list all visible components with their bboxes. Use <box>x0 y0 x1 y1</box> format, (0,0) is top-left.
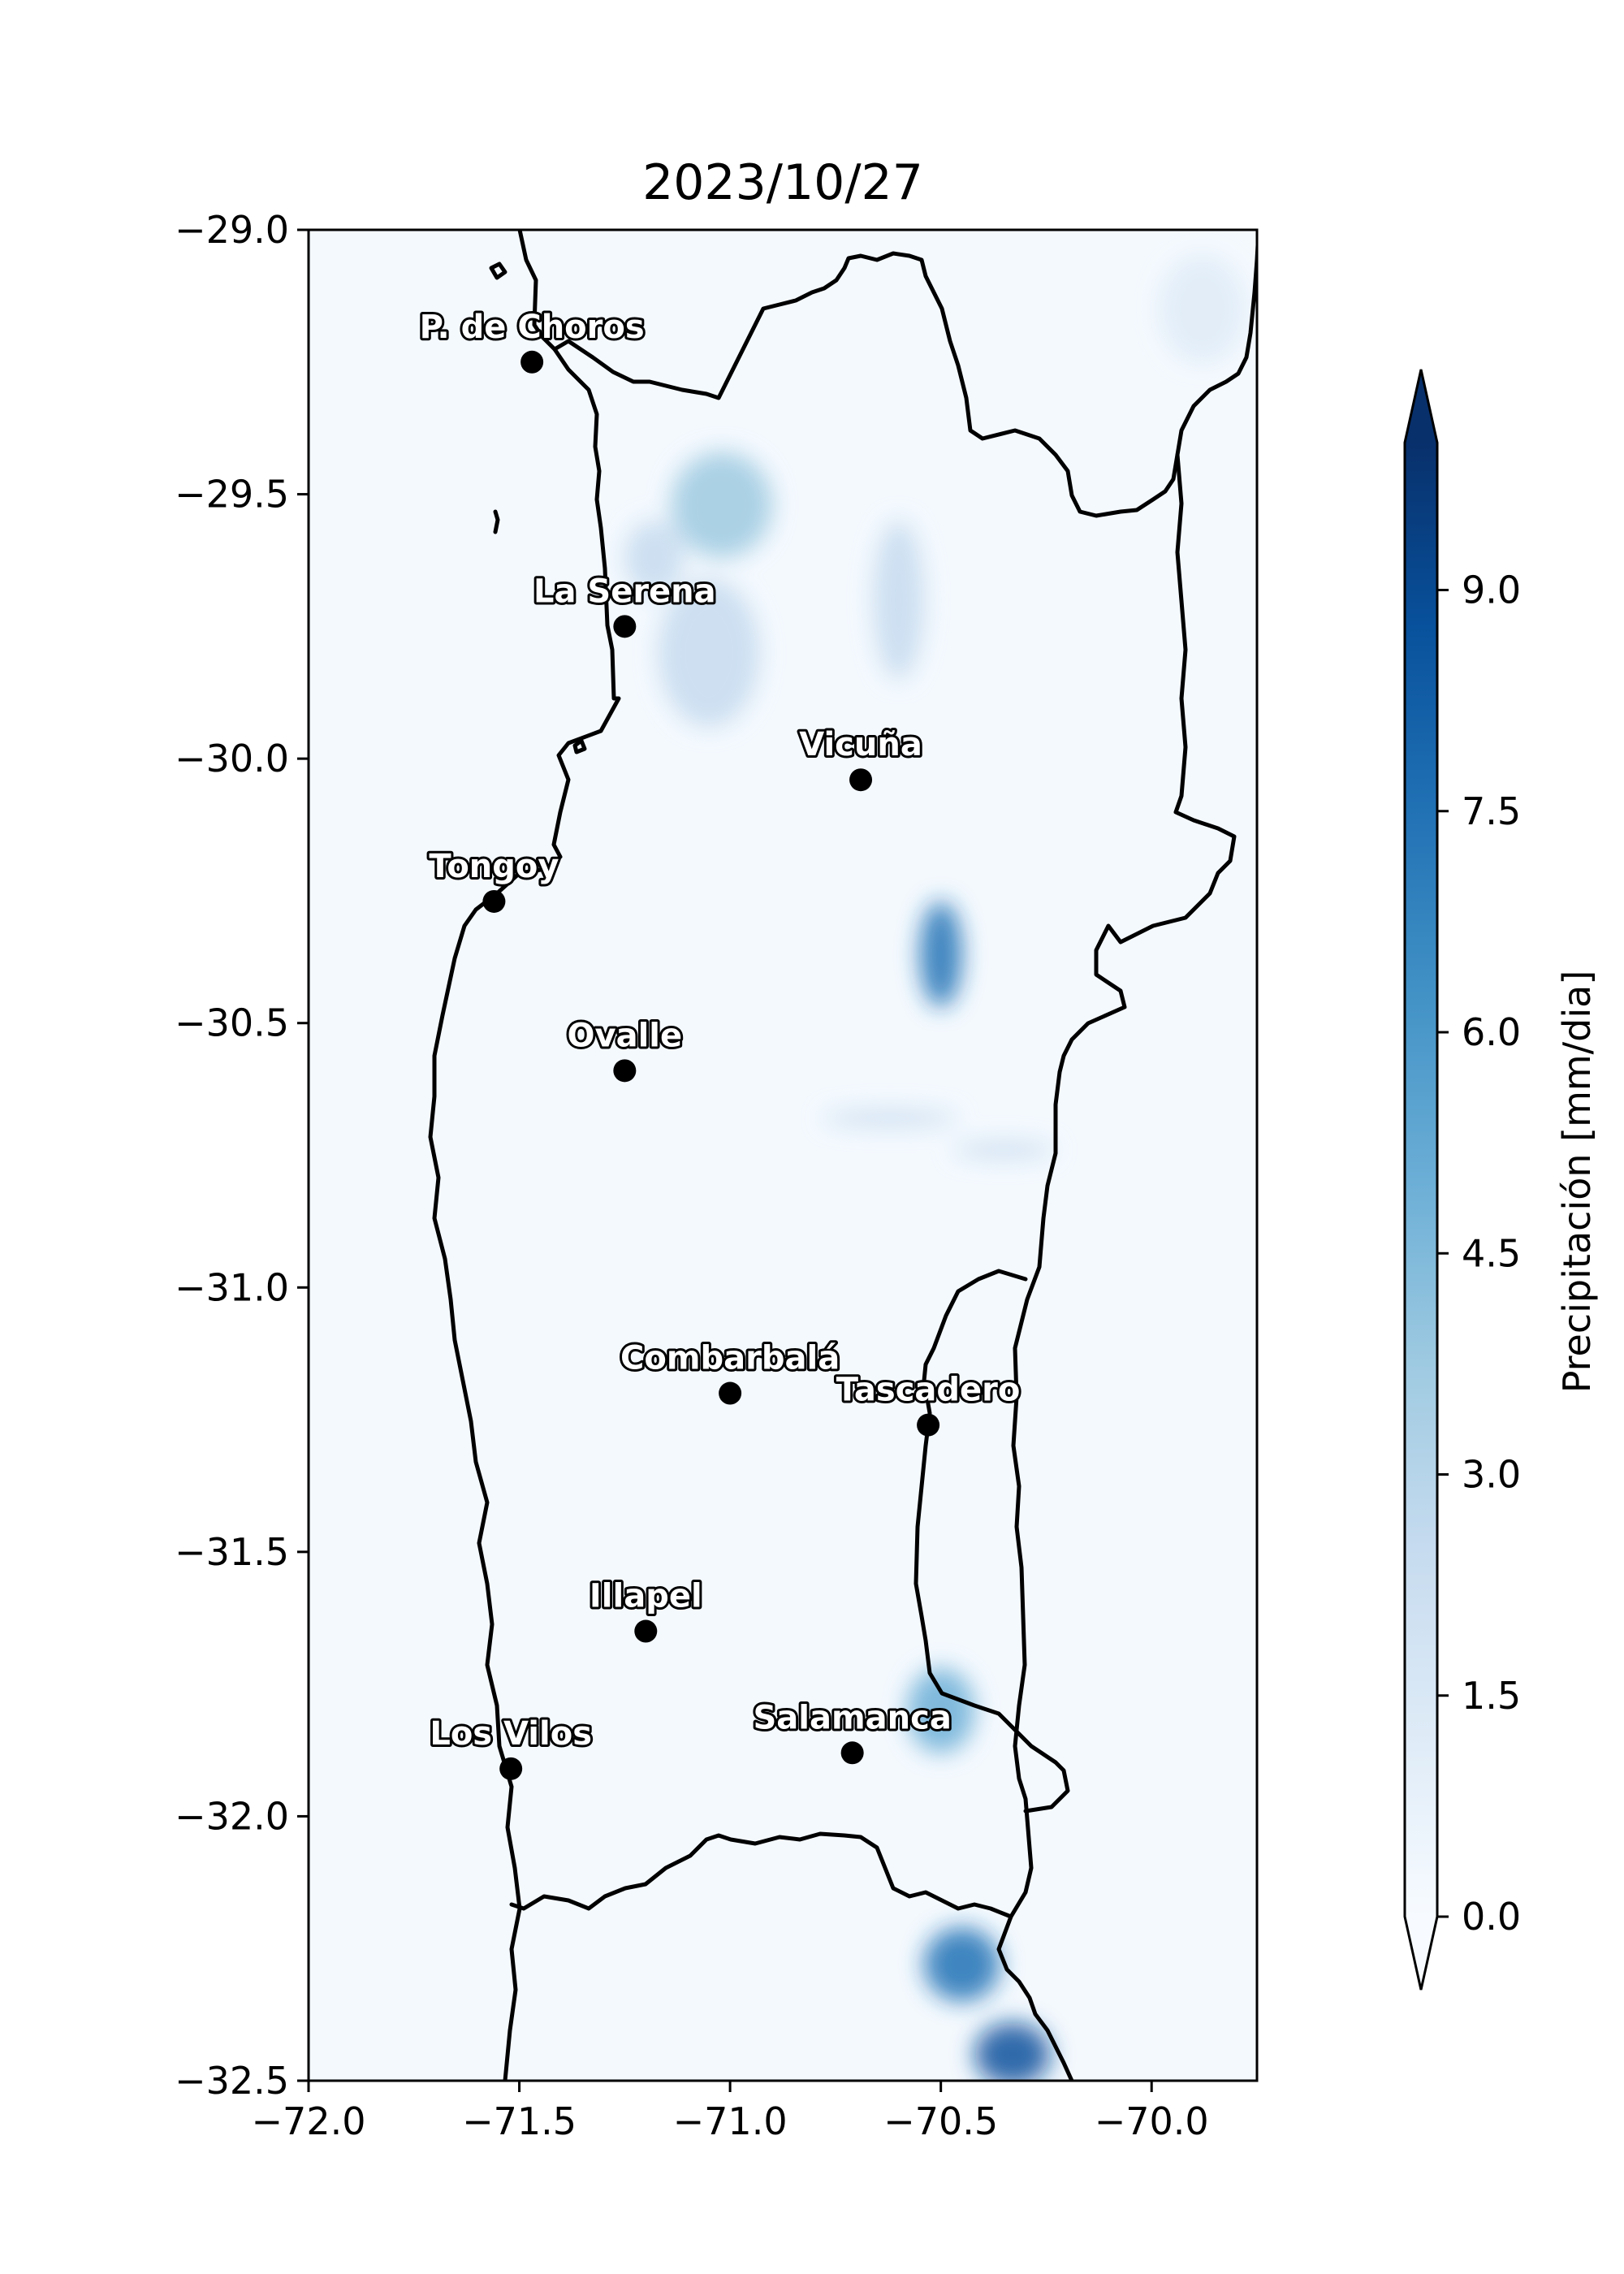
y-tick-label: −31.0 <box>175 1265 289 1309</box>
y-axis: −29.0 −29.5 −30.0 −30.5 −31.0 −31.5 −32.0 −32.5 <box>175 208 309 2103</box>
city-label-ovalle: Ovalle <box>568 1017 683 1054</box>
precipitation-field <box>624 256 1245 2081</box>
map-background <box>309 230 1257 2081</box>
colorbar-label: Precipitación [mm/dia] <box>1555 971 1599 1394</box>
city-label-los-vilos: Los Vilos <box>430 1715 592 1753</box>
x-axis: −72.0 −71.5 −71.0 −70.5 −70.0 <box>252 2081 1209 2143</box>
colorbar-extend-min <box>1405 1917 1437 1990</box>
colorbar-tick-label: 0.0 <box>1462 1895 1521 1939</box>
city-marker-ovalle <box>613 1059 637 1083</box>
colorbar: 0.0 1.5 3.0 4.5 6.0 7.5 9.0 Precipitación [mm/… <box>1403 369 1599 1991</box>
x-tick-label: −70.0 <box>1095 2099 1209 2143</box>
city-marker-tongoy <box>482 889 506 913</box>
city-marker-los-vilos <box>499 1757 523 1780</box>
colorbar-tick-label: 3.0 <box>1462 1453 1521 1497</box>
cities: P. de Choros La Serena Vicuña Tongoy Ovalle C… <box>417 306 1022 1780</box>
coastal-rock <box>572 738 587 754</box>
precip-cell-8 <box>923 1927 1000 2002</box>
colorbar-tick-label: 1.5 <box>1462 1674 1521 1718</box>
x-tick-label: −72.0 <box>252 2099 366 2143</box>
city-marker-salamanca <box>840 1741 864 1765</box>
city-marker-vicuna <box>849 768 873 792</box>
precip-cell-6 <box>953 1142 1055 1158</box>
precip-cell-5 <box>823 1110 958 1126</box>
precip-cell-0 <box>671 452 773 558</box>
city-label-salamanca: Salamanca <box>753 1699 951 1736</box>
precip-cell-10 <box>1160 256 1245 362</box>
island-isla-damas <box>489 262 508 280</box>
city-label-combarbala: Combarbalá <box>620 1340 840 1377</box>
colorbar-body <box>1405 443 1437 1917</box>
map-frame <box>307 228 1259 2082</box>
regional-border-south <box>509 1831 1013 1919</box>
precip-cell-3 <box>873 521 924 680</box>
tascadero-valley-border <box>914 1269 1070 1814</box>
city-label-vicuna: Vicuña <box>799 726 922 763</box>
y-tick-label: −30.0 <box>175 737 289 780</box>
city-label-p-de-choros: P. de Choros <box>420 309 645 346</box>
city-marker-la-serena <box>613 615 637 638</box>
colorbar-ticks: 0.0 1.5 3.0 4.5 6.0 7.5 9.0 <box>1437 568 1521 1939</box>
city-marker-tascadero <box>917 1413 940 1437</box>
city-marker-p-de-choros <box>520 350 544 374</box>
precip-cell-1 <box>624 521 685 595</box>
international-border <box>996 452 1237 2081</box>
city-label-tongoy: Tongoy <box>429 848 559 885</box>
regional-border-north <box>552 230 1257 518</box>
island-chungungo <box>493 509 500 534</box>
x-tick-label: −71.0 <box>673 2099 788 2143</box>
city-label-la-serena: La Serena <box>533 573 716 610</box>
colorbar-tick-label: 7.5 <box>1462 789 1521 833</box>
y-tick-label: −32.0 <box>175 1794 289 1838</box>
colorbar-tick-label: 6.0 <box>1462 1010 1521 1054</box>
city-marker-combarbala <box>719 1381 742 1405</box>
city-label-tascadero: Tascadero <box>836 1372 1021 1409</box>
x-tick-label: −71.5 <box>462 2099 577 2143</box>
map-title: 2023/10/27 <box>642 154 923 211</box>
y-tick-label: −29.5 <box>175 473 289 517</box>
y-tick-label: −30.5 <box>175 1001 289 1045</box>
coastline <box>428 230 621 2081</box>
map-panel: P. de Choros La Serena Vicuña Tongoy Ovalle C… <box>307 228 1259 2082</box>
colorbar-extend-max <box>1405 370 1437 443</box>
precip-cell-4 <box>919 901 962 1008</box>
precip-cell-7 <box>907 1668 975 1753</box>
y-tick-label: −31.5 <box>175 1530 289 1574</box>
y-tick-label: −29.0 <box>175 208 289 252</box>
colorbar-tick-label: 4.5 <box>1462 1231 1521 1275</box>
precip-cell-2 <box>658 578 760 728</box>
precip-cell-9 <box>974 2022 1051 2081</box>
y-tick-label: −32.5 <box>175 2059 289 2103</box>
city-marker-illapel <box>634 1619 658 1643</box>
x-tick-label: −70.5 <box>883 2099 998 2143</box>
region-boundaries <box>428 230 1257 2081</box>
colorbar-tick-label: 9.0 <box>1462 568 1521 612</box>
city-label-illapel: Illapel <box>590 1578 702 1615</box>
